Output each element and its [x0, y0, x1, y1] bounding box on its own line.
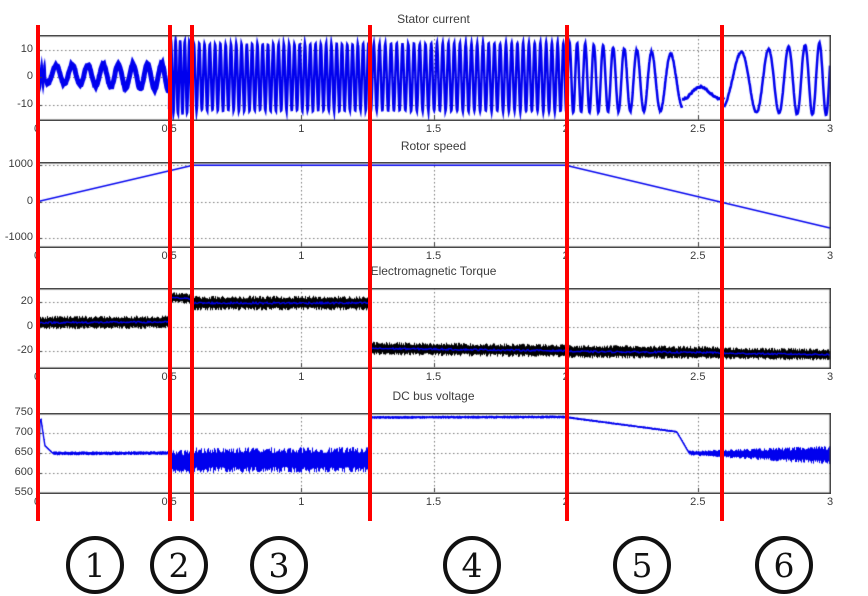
electromagnetic-torque-y-tick-label: 0	[26, 319, 33, 332]
stator-current-x-tick-label: 1	[298, 123, 305, 135]
electromagnetic-torque-y-tick-label: 20	[20, 295, 33, 308]
rotor-speed-x-tick-label: 3	[826, 250, 834, 262]
rotor-speed-x-tick-label: 1	[298, 250, 305, 262]
stage-divider-1	[36, 25, 41, 521]
rotor-speed-y-tick-label: -1000	[4, 231, 33, 244]
stator-current-title: Stator current	[397, 12, 470, 26]
stage-divider-4	[368, 25, 373, 521]
dc-bus-voltage-y-tick-label: 650	[14, 446, 33, 458]
stator-current-y-tick-label: 10	[20, 42, 33, 55]
rotor-speed-title: Rotor speed	[400, 139, 467, 153]
stage-label-2: 2	[150, 536, 208, 594]
rotor-speed-x-tick-label: 2.5	[690, 250, 706, 262]
stator-current-x-tick-label: 2.5	[690, 123, 706, 135]
dc-bus-voltage-y-tick-label: 700	[14, 426, 33, 438]
rotor-speed-x-tick-label: 1.5	[425, 250, 442, 262]
stage-divider-3	[189, 25, 194, 521]
stage-label-4: 4	[443, 536, 501, 594]
electromagnetic-torque-x-tick-label: 1.5	[425, 371, 442, 383]
electromagnetic-torque-x-tick-label: 1	[298, 371, 305, 383]
stage-divider-6	[720, 25, 725, 521]
stator-current-x-tick-label: 1.5	[425, 123, 442, 135]
electromagnetic-torque-title: Electromagnetic Torque	[370, 264, 497, 278]
dc-bus-voltage-y-tick-label: 600	[14, 466, 33, 478]
stage-divider-5	[564, 25, 569, 521]
stage-label-5: 5	[613, 536, 671, 594]
electromagnetic-torque-x-tick-label: 3	[826, 371, 834, 383]
electromagnetic-torque-y-tick-label: -20	[17, 344, 33, 357]
dc-bus-voltage-x-tick-label: 1	[298, 496, 305, 508]
dc-bus-voltage-y-tick-label: 550	[14, 486, 33, 498]
electromagnetic-torque-x-tick-label: 2.5	[690, 371, 706, 383]
stator-current-y-tick-label: -10	[17, 97, 33, 110]
stage-label-6: 6	[755, 536, 813, 594]
stage-label-3: 3	[250, 536, 308, 594]
dc-bus-voltage-y-tick-label: 750	[14, 406, 33, 418]
electromagnetic-torque-plot-canvas	[37, 288, 831, 369]
stage-label-1: 1	[66, 536, 124, 594]
rotor-speed-y-tick-label: 0	[26, 194, 33, 207]
dc-bus-voltage-x-tick-label: 3	[826, 496, 834, 508]
dc-bus-voltage-x-tick-label: 2.5	[690, 496, 706, 508]
rotor-speed-y-tick-label: 1000	[8, 158, 33, 171]
stator-current-y-tick-label: 0	[26, 70, 33, 83]
stage-divider-2	[167, 25, 172, 521]
stator-current-plot-canvas	[37, 35, 831, 121]
dc-bus-voltage-title: DC bus voltage	[392, 389, 475, 403]
rotor-speed-plot-canvas	[37, 162, 831, 248]
stator-current-x-tick-label: 3	[826, 123, 834, 135]
dc-bus-voltage-plot-canvas	[37, 413, 831, 494]
dc-bus-voltage-x-tick-label: 1.5	[425, 496, 442, 508]
